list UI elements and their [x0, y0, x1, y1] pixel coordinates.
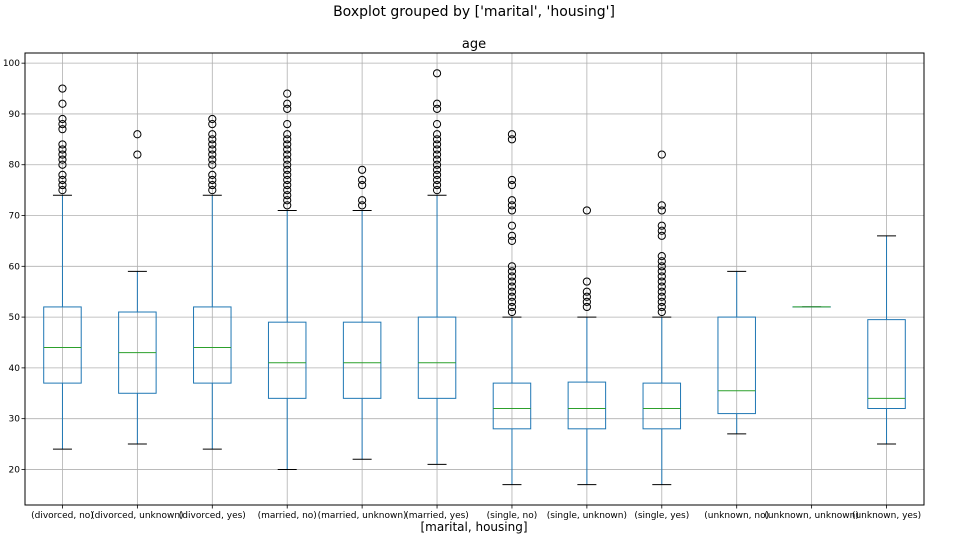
box-group — [343, 166, 381, 459]
x-tick-label: (married, no) — [258, 511, 317, 521]
x-tick-label: (single, unknown) — [547, 511, 627, 521]
y-tick-label: 20 — [9, 465, 21, 475]
x-tick-label: (divorced, yes) — [179, 511, 246, 521]
x-tick-label: (single, yes) — [634, 511, 689, 521]
y-tick-label: 50 — [9, 313, 21, 323]
plot-frame — [25, 53, 924, 505]
grid-layer — [25, 53, 924, 505]
y-tick-label: 40 — [9, 364, 21, 374]
y-tick-label: 100 — [3, 59, 20, 69]
y-tick-label: 80 — [9, 161, 21, 171]
x-tick-label: (divorced, unknown) — [91, 511, 183, 521]
x-tick-label: (unknown, unknown) — [764, 511, 859, 521]
y-tick-label: 70 — [9, 212, 21, 222]
y-tick-label: 30 — [9, 415, 21, 425]
y-tick-label: 60 — [9, 262, 21, 272]
x-tick-label: (divorced, no) — [31, 511, 94, 521]
x-tick-label: (unknown, no) — [704, 511, 769, 521]
x-axis-label: [marital, housing] — [420, 520, 527, 534]
x-tick-label: (married, unknown) — [318, 511, 407, 521]
box-layer — [44, 70, 906, 485]
y-tick-label: 90 — [9, 110, 21, 120]
axes-title: age — [462, 37, 486, 52]
x-tick-label: (unknown, yes) — [852, 511, 921, 521]
chart-title: Boxplot grouped by ['marital', 'housing'… — [333, 4, 615, 20]
